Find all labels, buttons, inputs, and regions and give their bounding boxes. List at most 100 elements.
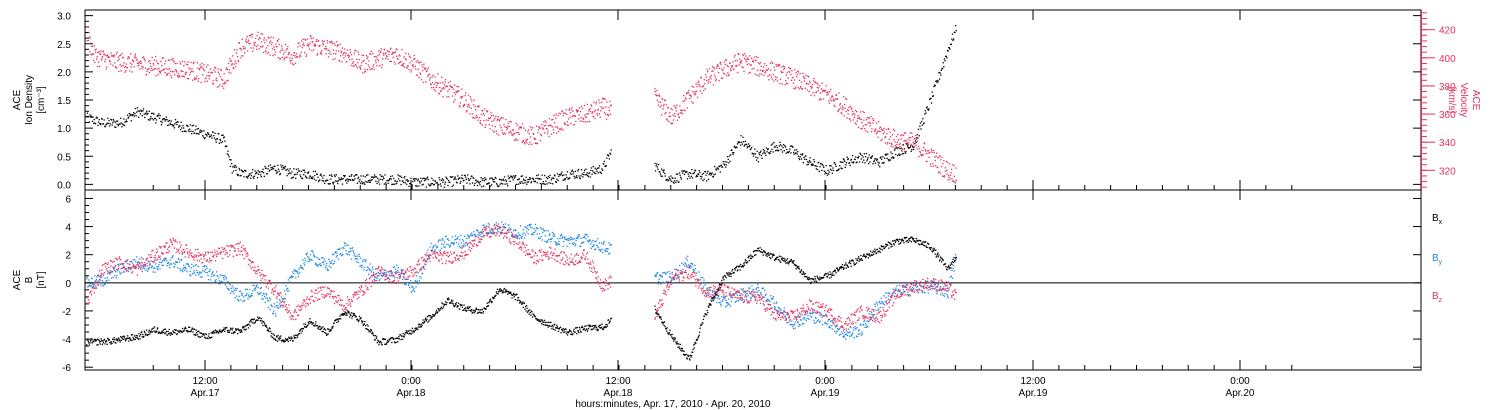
by-point	[314, 256, 316, 258]
by-point	[334, 260, 336, 262]
velocity-point	[328, 50, 331, 52]
by-point	[345, 253, 348, 255]
density-point	[303, 174, 305, 176]
velocity-point	[569, 116, 571, 118]
density-point	[240, 174, 242, 177]
velocity-point	[287, 53, 289, 55]
velocity-point	[255, 45, 257, 48]
by-point	[260, 287, 262, 289]
by-point	[443, 246, 445, 248]
density-point	[839, 161, 841, 163]
velocity-point	[456, 85, 458, 88]
by-point	[953, 270, 955, 272]
velocity-point	[411, 64, 414, 67]
by-point	[198, 271, 200, 273]
velocity-point	[771, 78, 773, 80]
velocity-point	[464, 95, 466, 97]
velocity-point	[237, 59, 239, 61]
velocity-point	[780, 70, 782, 72]
velocity-point	[522, 123, 524, 125]
velocity-point	[558, 112, 560, 114]
density-point	[584, 174, 586, 176]
by-point	[514, 229, 516, 231]
velocity-point	[795, 86, 797, 88]
density-point	[361, 183, 363, 185]
velocity-point	[453, 92, 455, 94]
velocity-point	[108, 56, 110, 58]
by-point	[715, 297, 717, 299]
by-point	[464, 245, 466, 247]
by-point	[428, 256, 430, 259]
velocity-point	[734, 54, 736, 56]
by-point	[707, 290, 709, 292]
by-point	[802, 317, 804, 320]
velocity-point	[723, 61, 725, 63]
velocity-point	[163, 68, 165, 70]
velocity-point	[403, 62, 405, 65]
velocity-point	[500, 117, 503, 119]
velocity-point	[767, 75, 769, 77]
velocity-point	[274, 54, 276, 56]
density-point	[955, 30, 957, 32]
by-point	[266, 298, 268, 300]
by-point	[566, 245, 568, 248]
velocity-point	[291, 57, 293, 60]
by-point	[772, 297, 774, 299]
density-point	[592, 165, 594, 168]
velocity-point	[189, 73, 191, 76]
by-point	[819, 320, 821, 322]
velocity-point	[206, 75, 208, 77]
velocity-point	[203, 70, 206, 72]
by-point	[748, 291, 750, 293]
velocity-point	[736, 59, 738, 62]
density-point	[353, 175, 355, 177]
by-point	[882, 303, 885, 305]
density-point	[922, 118, 924, 120]
by-point	[538, 232, 541, 235]
by-point	[658, 278, 660, 280]
velocity-point	[166, 73, 168, 75]
by-point	[844, 331, 846, 334]
velocity-point	[948, 163, 951, 165]
density-point	[726, 156, 729, 158]
velocity-tick-label: 360	[1439, 110, 1456, 121]
velocity-point	[284, 43, 287, 46]
density-point	[185, 130, 187, 133]
velocity-point	[367, 56, 369, 58]
density-point	[570, 173, 572, 176]
velocity-point	[510, 130, 512, 132]
velocity-point	[273, 49, 276, 51]
density-point	[491, 177, 493, 179]
by-point	[868, 313, 870, 315]
velocity-point	[87, 39, 90, 42]
by-point	[834, 326, 837, 328]
density-point	[887, 153, 889, 155]
by-point	[408, 283, 410, 285]
density-point	[232, 166, 234, 168]
velocity-point	[536, 142, 539, 145]
density-point	[657, 164, 660, 166]
by-point	[372, 268, 374, 270]
velocity-point	[253, 42, 255, 44]
bz-point	[108, 266, 110, 268]
density-point	[710, 173, 713, 175]
by-point	[523, 232, 525, 234]
bz-point	[111, 270, 113, 272]
velocity-point	[97, 65, 99, 68]
by-point	[404, 278, 406, 280]
velocity-point	[472, 117, 474, 119]
bz-point	[107, 263, 109, 266]
velocity-point	[485, 119, 487, 121]
density-point	[584, 169, 586, 171]
velocity-point	[456, 91, 459, 93]
velocity-point	[856, 117, 859, 120]
by-point	[283, 290, 286, 292]
velocity-point	[333, 52, 335, 55]
by-point	[274, 313, 277, 315]
density-point	[312, 176, 314, 178]
velocity-point	[350, 64, 352, 67]
density-point	[406, 183, 408, 185]
by-point	[467, 234, 469, 236]
by-point	[407, 284, 410, 286]
density-point	[198, 133, 200, 135]
